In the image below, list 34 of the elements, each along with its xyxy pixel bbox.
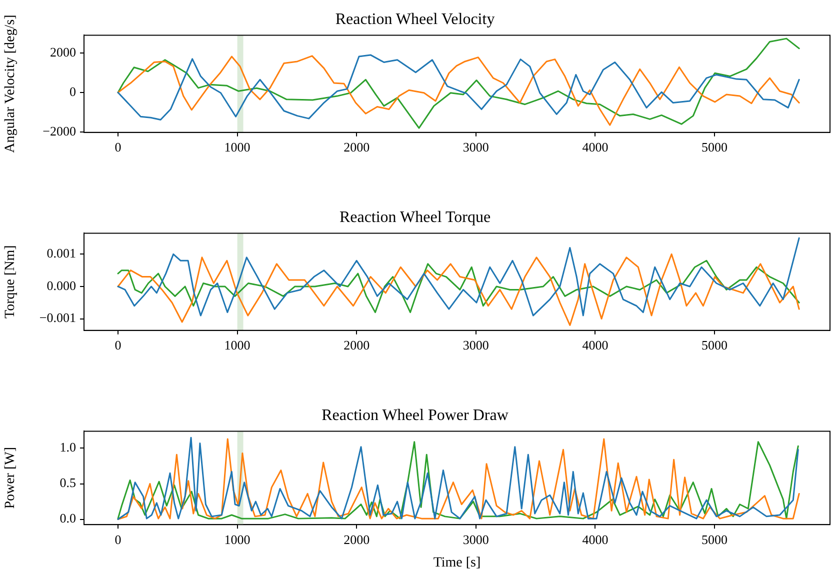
y-tick-label: 0.5	[60, 475, 76, 490]
x-tick-label: 1000	[224, 532, 250, 547]
y-axis-title: Torque [Nm]	[3, 245, 18, 318]
x-tick-label: 4000	[582, 338, 608, 353]
x-tick-label: 0	[114, 140, 122, 155]
chart-title: Reaction Wheel Power Draw	[322, 406, 509, 424]
x-tick-label: 3000	[462, 140, 489, 155]
x-tick-label: 1000	[224, 140, 250, 155]
x-tick-label: 3000	[462, 532, 489, 547]
x-tick-label: 1000	[224, 338, 250, 353]
y-tick-label: 0	[70, 84, 76, 99]
y-tick-label: 0.001	[46, 246, 76, 261]
x-tick-label: 4000	[582, 140, 608, 155]
y-tick-label: 2000	[50, 44, 76, 60]
x-tick-label: 0	[114, 338, 122, 353]
y-tick-label: 1.0	[60, 440, 76, 455]
x-tick-label: 2000	[344, 532, 370, 547]
x-tick-label: 2000	[344, 338, 370, 353]
x-tick-label: 5000	[702, 338, 728, 353]
x-tick-label: 2000	[344, 140, 370, 155]
chart-title: Reaction Wheel Velocity	[335, 10, 495, 28]
y-tick-label: 0.0	[60, 510, 76, 526]
y-tick-label: 0.000	[46, 278, 76, 293]
x-tick-label: 5000	[702, 140, 728, 155]
y-axis-title: Power [W]	[3, 446, 18, 509]
y-tick-label: −2000	[42, 123, 76, 138]
x-tick-label: 4000	[582, 532, 608, 547]
x-axis-title: Time [s]	[433, 555, 481, 570]
y-tick-label: −0.001	[39, 310, 76, 326]
y-axis-title: Angular Velocity [deg/s]	[3, 14, 18, 153]
x-tick-label: 0	[114, 532, 122, 547]
x-tick-label: 3000	[462, 338, 489, 353]
x-tick-label: 5000	[702, 532, 728, 547]
chart-title: Reaction Wheel Torque	[339, 208, 491, 226]
